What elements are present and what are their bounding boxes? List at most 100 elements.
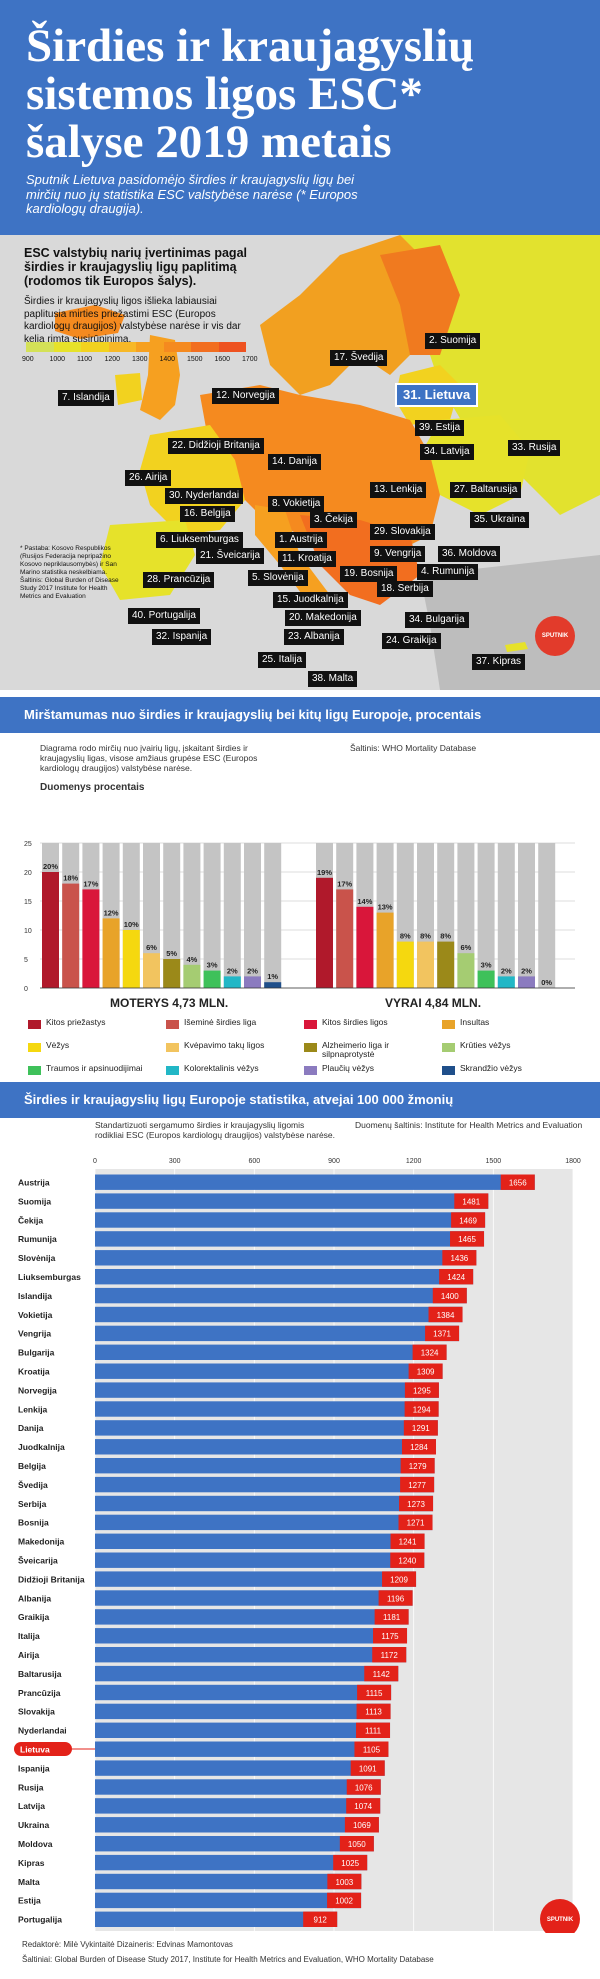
legend-tick: 1000 [49,356,66,363]
stats-country-label: Islandija [18,1291,52,1301]
stats-bar [95,1628,408,1644]
mortality-legend-swatch [304,1066,317,1075]
mortality-bar [376,912,394,988]
stats-value-label: 1309 [417,1368,435,1377]
stats-bar [95,1231,485,1247]
stats-country-label: Lenkija [18,1404,48,1414]
map-finland [380,245,460,355]
stats-bar [95,1760,385,1776]
mortality-legend-label: Insultas [460,1017,490,1027]
map-country-label: 35. Ukraina [470,512,530,528]
mortality-data-label: 3% [207,961,218,970]
stats-country-label: Makedonija [18,1537,65,1547]
stats-bar [95,1476,435,1493]
map-country-label: 37. Kipras [472,654,526,670]
legend-swatch [81,342,109,352]
mortality-data-label: 8% [420,932,431,941]
mortality-legend-item: Kitos priežastys [28,1018,168,1040]
mortality-bar [457,953,475,988]
stats-bar [95,1193,489,1209]
mortality-data-label: 5% [166,949,177,958]
stats-value-box [357,1684,392,1701]
stats-value-label: 1113 [365,1708,382,1717]
stats-value-box [346,1798,381,1814]
map-country-label: 34. Bulgarija [405,612,469,628]
stats-country-label: Rusija [18,1782,44,1792]
mortality-legend-swatch [166,1043,179,1052]
legend-tick: 1400 [159,356,176,363]
stats-value-box [412,1344,447,1360]
mortality-y-tick: 25 [24,841,32,848]
mortality-data-label: 12% [104,908,119,917]
stats-country-label: Didžioji Britanija [18,1574,85,1584]
stats-country-label: Estija [18,1896,41,1906]
mortality-bar [163,959,181,988]
map-scandinavia [260,235,430,395]
mortality-legend-label: Kvėpavimo takų ligos [184,1040,265,1050]
mortality-data-label: 2% [501,966,512,975]
mortality-bar [316,877,333,988]
map-iceland [55,305,125,339]
mortality-units-label: Duomenys procentais [40,782,145,793]
stats-country-label: Norvegija [18,1385,57,1395]
mortality-data-label: 2% [227,966,238,975]
stats-country-label: Suomija [18,1196,51,1206]
stats-bar [95,1382,439,1398]
mortality-bar-background [264,843,282,988]
stats-country-label: Portugalija [18,1915,62,1925]
stats-value-label: 1115 [366,1689,383,1698]
stats-bar [95,1892,362,1909]
mortality-y-tick: 15 [24,899,32,906]
stats-value-box [404,1401,439,1417]
color-legend-bar [26,342,246,352]
stats-value-box [454,1193,489,1209]
mortality-y-tick: 10 [24,928,32,935]
stats-bar [95,1420,438,1436]
stats-bar [95,1854,368,1871]
stats-bar [95,1647,407,1663]
mortality-legend-item: Plaučių vėžys [304,1064,444,1086]
stats-section-title: Širdies ir kraujagyslių ligų Europoje st… [0,1082,600,1118]
mortality-legend-swatch [28,1020,41,1029]
mortality-legend-item: Krūties vėžys [442,1041,582,1063]
stats-highlight-badge [14,1742,72,1756]
stats-value-label: 1209 [390,1575,408,1584]
stats-bar [95,1609,409,1625]
stats-country-label: Nyderlandai [18,1726,67,1736]
stats-value-box [333,1854,368,1871]
stats-bar [95,1287,467,1304]
stats-value-box [356,1722,391,1738]
mortality-data-label: 8% [440,932,451,941]
stats-bar [95,1779,381,1795]
stats-bar [95,1817,379,1833]
stats-x-tick-top: 1800 [565,1158,581,1165]
map-country-label: 39. Estija [415,420,465,436]
stats-value-box [344,1817,379,1833]
stats-value-box [400,1476,435,1493]
stats-x-tick-top: 1200 [406,1158,422,1165]
stats-value-box [439,1269,474,1285]
stats-value-box [400,1458,435,1474]
mortality-data-label: 14% [357,897,372,906]
stats-value-label: 1240 [398,1557,416,1566]
legend-tick: 1200 [104,356,121,363]
stats-country-label: Vokietija [18,1310,53,1320]
map-country-label: 11. Kroatija [278,551,336,567]
mortality-description: Diagrama rodo mirčių nuo įvairių ligų, į… [40,743,258,773]
map-country-label: 20. Makedonija [285,610,361,626]
stats-value-label: 1003 [335,1878,353,1887]
stats-x-tick-top: 900 [328,1158,340,1165]
map-uk [140,335,180,420]
map-country-label: 5. Slovėnija [248,570,308,586]
stats-value-label: 1294 [413,1405,431,1414]
mortality-legend-label: Vėžys [46,1040,70,1050]
stats-value-box [399,1495,434,1512]
stats-value-box [390,1552,425,1568]
mortality-bar-background [497,843,515,988]
stats-value-box [401,1439,436,1455]
mortality-bar-background [518,843,535,988]
stats-value-box [442,1250,477,1266]
stats-value-label: 1091 [359,1764,377,1773]
credits: Redaktorė: Milė Vykintaitė Dizaineris: E… [22,1940,233,1949]
mortality-legend-label: Alzheimerio liga ir silpnaprotystė [322,1040,390,1059]
